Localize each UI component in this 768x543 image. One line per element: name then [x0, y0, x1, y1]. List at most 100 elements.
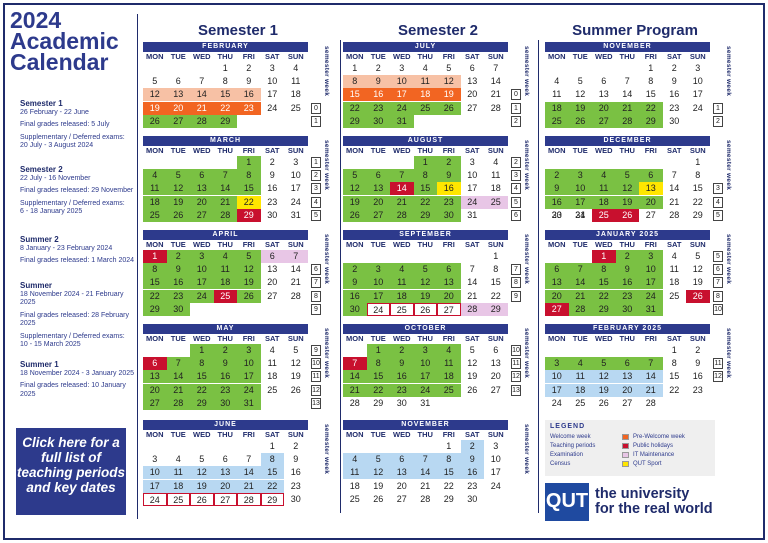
day-cell: 25	[349, 493, 360, 504]
key-dates-link[interactable]: Click here for a full list of teaching p…	[16, 428, 126, 515]
weekday-label: THU	[217, 430, 233, 439]
day-cell: 7	[568, 263, 592, 277]
semester-week-number: 2	[311, 170, 321, 182]
weekday-label: MON	[346, 240, 364, 249]
legend: LEGEND Welcome week Pre-Welcome week Teach…	[545, 420, 715, 476]
day-cell: 25	[669, 290, 680, 301]
semester-week-number: 4	[713, 196, 723, 208]
legend-label: Public holidays	[633, 442, 674, 449]
legend-swatch	[622, 433, 629, 440]
day-cell: 4	[493, 157, 499, 167]
title-line-2: Academic	[10, 28, 119, 54]
day-cell: 15	[190, 370, 214, 384]
day-cell: 4	[568, 357, 592, 371]
sidebar-item-heading: Semester 2	[20, 165, 63, 174]
day-cell: 26	[568, 114, 592, 128]
day-cell: 24	[366, 302, 390, 316]
day-cell: 17	[692, 89, 703, 100]
day-cell: 14	[237, 466, 261, 480]
weekday-label: MON	[346, 430, 364, 439]
legend-row: Examination IT Maintenance	[550, 450, 710, 459]
day-cell: 5	[695, 251, 701, 261]
day-cell: 26	[615, 208, 639, 222]
sidebar-item: Summer 1 18 November 2024 - 3 January 202…	[20, 360, 138, 399]
day-cell: 1	[269, 441, 275, 451]
month-block: JUNE MON TUE WED THU FRI SAT SUN 1 2 3 4 5 6 7 8 9 10 11 12…	[143, 420, 333, 506]
qut-brand[interactable]: QUT the university for the real world	[545, 481, 735, 523]
day-cell: 26	[437, 101, 461, 115]
weekday-label: THU	[619, 334, 635, 343]
day-cell: 23	[551, 209, 562, 220]
day-cell: 19	[437, 88, 461, 102]
day-cell: 28	[290, 290, 301, 301]
weekday-label: MON	[346, 146, 364, 155]
weekday-label: FRI	[242, 430, 255, 439]
weekday-label: THU	[619, 52, 635, 61]
weekday-label: TUE	[572, 334, 588, 343]
month-block: NOVEMBER MON TUE WED THU FRI SAT SUN 1 2 3 4 5 6 7 8 9 10…	[343, 420, 533, 506]
weekday-label: WED	[193, 334, 211, 343]
title-year: 2024	[10, 7, 62, 33]
sidebar-item-line: Final grades released: 5 July	[20, 121, 110, 128]
day-cell: 17	[237, 370, 261, 384]
day-cell: 10	[143, 466, 167, 480]
day-cell: 30	[551, 209, 562, 220]
day-cell: 4	[343, 453, 367, 467]
semester-week-number: 13	[511, 384, 521, 396]
weekday-label: FRI	[442, 52, 455, 61]
day-cell: 9	[213, 357, 237, 371]
day-cell: 31	[290, 209, 301, 220]
month-block: JULY MON TUE WED THU FRI SAT SUN 1 2 3 4 5 6 7 8 9 10 11 12…	[343, 42, 533, 128]
day-cell: 22	[592, 289, 616, 303]
weekday-label: SAT	[667, 52, 682, 61]
weekday-header: MON TUE WED THU FRI SAT SUN	[343, 240, 508, 250]
day-cell: 12	[190, 466, 214, 480]
day-cell: 1	[695, 157, 701, 167]
day-cell: 23	[366, 101, 390, 115]
day-cell: 26	[166, 208, 190, 222]
semester-week-number: 7	[713, 277, 723, 289]
day-cell: 21	[343, 383, 367, 397]
weekday-label: SAT	[265, 146, 280, 155]
day-cell: 12	[237, 263, 261, 277]
day-cell: 20	[366, 195, 390, 209]
weekday-header: MON TUE WED THU FRI SAT SUN	[143, 240, 308, 250]
day-cell: 20	[166, 101, 190, 115]
weekday-label: MON	[146, 52, 164, 61]
day-cell: 15	[592, 276, 616, 290]
day-cell: 20	[467, 89, 478, 100]
day-cell: 5	[592, 357, 616, 371]
day-cell: 29	[592, 302, 616, 316]
day-cell: 13	[213, 466, 237, 480]
day-cell: 14	[413, 466, 437, 480]
semester-week-label: semester week	[725, 234, 732, 285]
month-block: DECEMBER MON TUE WED THU FRI SAT SUN 1 2 3 4 5 6 7 8 9 10…	[545, 136, 735, 222]
day-cell: 25	[413, 101, 437, 115]
day-cell: 2	[545, 169, 569, 183]
month-block: JANUARY 2025 MON TUE WED THU FRI SAT SUN 1 2 3 4 5 6 7…	[545, 230, 735, 316]
day-cell: 4	[554, 76, 560, 87]
sidebar-item-line: 26 February - 22 June	[20, 108, 89, 116]
day-cell: 19	[615, 195, 639, 209]
day-cell: 12	[366, 466, 390, 480]
day-cell: 17	[413, 370, 437, 384]
day-cell: 8	[413, 169, 437, 183]
day-cell: 7	[390, 169, 414, 183]
weekday-label: SUN	[487, 430, 504, 439]
month-block: OCTOBER MON TUE WED THU FRI SAT SUN 1 2 3 4 5 6 7 8 9 10 1…	[343, 324, 533, 410]
day-cell: 2	[213, 344, 237, 357]
day-cell: 20	[592, 101, 616, 115]
semester-week-label: semester week	[523, 424, 530, 475]
day-cell: 10	[692, 76, 703, 87]
semester-2-heading: Semester 2	[397, 22, 479, 39]
month-block: MAY MON TUE WED THU FRI SAT SUN 1 2 3 4 5 6 7 8 9 10 11 12 1…	[143, 324, 333, 410]
legend-label: Pre-Welcome week	[633, 433, 685, 440]
day-cell: 25	[575, 397, 586, 408]
day-cell: 8	[648, 76, 654, 87]
day-cell: 28	[420, 493, 431, 504]
weekday-label: WED	[193, 240, 211, 249]
day-cell: 18	[545, 101, 569, 115]
semester-week-number: 2	[713, 115, 723, 127]
